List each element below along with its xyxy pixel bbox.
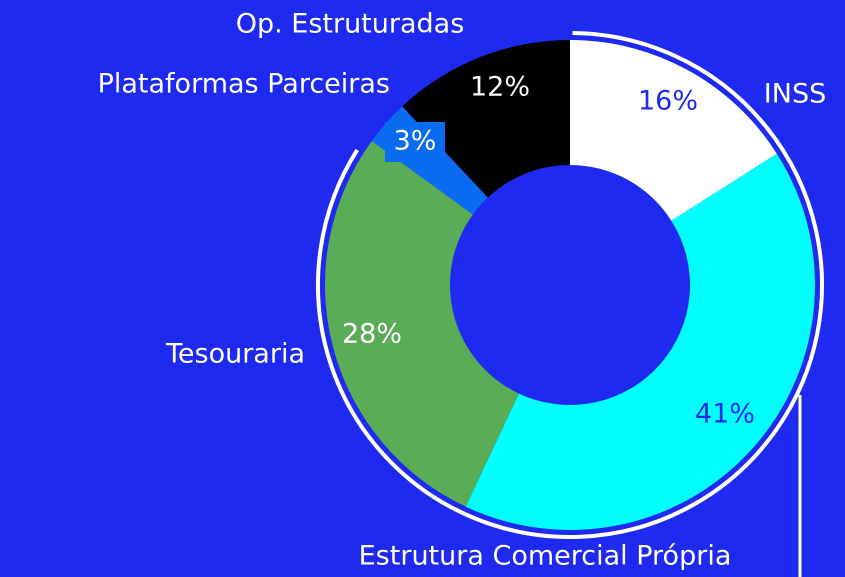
slice — [465, 153, 815, 530]
value-label: 41% — [695, 399, 755, 430]
slice — [570, 40, 777, 221]
slice — [325, 140, 519, 507]
value-label: 16% — [638, 86, 698, 117]
value-label: 3% — [394, 126, 437, 157]
value-label: 12% — [470, 72, 530, 103]
category-label: Tesouraria — [165, 339, 305, 370]
category-label: Estrutura Comercial Própria — [359, 541, 732, 572]
slice — [402, 40, 570, 198]
category-label: Op. Estruturadas — [236, 9, 465, 40]
label-bg — [385, 122, 445, 162]
category-label: INSS — [764, 79, 826, 110]
outer-ring — [316, 31, 824, 539]
category-label: Plataformas Parceiras — [98, 69, 390, 100]
value-label: 28% — [342, 319, 402, 350]
